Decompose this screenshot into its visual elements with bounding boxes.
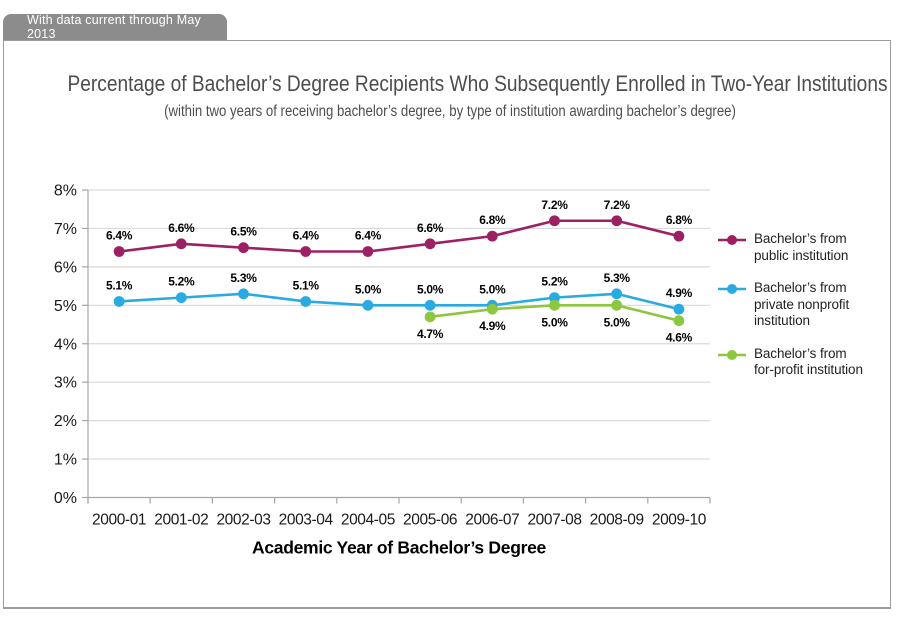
svg-text:Academic Year of Bachelor’s De: Academic Year of Bachelor’s Degree bbox=[252, 538, 546, 558]
svg-text:2005-06: 2005-06 bbox=[403, 512, 457, 529]
svg-text:6.5%: 6.5% bbox=[230, 225, 257, 239]
banner-tab: With data current through May 2013 bbox=[3, 13, 227, 41]
svg-text:5.1%: 5.1% bbox=[106, 278, 133, 292]
svg-text:3%: 3% bbox=[54, 375, 77, 392]
svg-text:8%: 8% bbox=[54, 183, 77, 200]
svg-text:7%: 7% bbox=[54, 221, 77, 238]
svg-text:6.6%: 6.6% bbox=[168, 221, 195, 235]
svg-text:2001-02: 2001-02 bbox=[154, 512, 208, 529]
svg-text:5.0%: 5.0% bbox=[479, 282, 506, 296]
svg-text:5%: 5% bbox=[54, 298, 77, 315]
svg-text:5.0%: 5.0% bbox=[604, 315, 631, 329]
svg-text:5.2%: 5.2% bbox=[541, 275, 568, 289]
legend-item-public: Bachelor’s from public institution bbox=[718, 231, 886, 264]
svg-text:6.4%: 6.4% bbox=[293, 229, 320, 243]
svg-text:5.3%: 5.3% bbox=[230, 271, 257, 285]
legend-label-for-profit: Bachelor’s from for-profit institution bbox=[754, 345, 863, 378]
svg-text:7.2%: 7.2% bbox=[604, 198, 631, 212]
svg-text:5.1%: 5.1% bbox=[293, 278, 320, 292]
legend-label-private-nonprofit: Bachelor’s from private nonprofit instit… bbox=[754, 280, 850, 328]
svg-text:2008-09: 2008-09 bbox=[590, 512, 644, 529]
svg-text:2000-01: 2000-01 bbox=[92, 512, 146, 529]
svg-text:6.4%: 6.4% bbox=[106, 229, 133, 243]
svg-text:5.2%: 5.2% bbox=[168, 275, 195, 289]
legend-marker-private-nonprofit-icon bbox=[718, 284, 746, 294]
svg-text:7.2%: 7.2% bbox=[541, 198, 568, 212]
svg-text:2007-08: 2007-08 bbox=[527, 512, 581, 529]
svg-text:2006-07: 2006-07 bbox=[465, 512, 519, 529]
svg-text:4%: 4% bbox=[54, 336, 77, 353]
svg-text:6.6%: 6.6% bbox=[417, 221, 444, 235]
chart-subtitle: (within two years of receiving bachelor’… bbox=[164, 103, 736, 120]
svg-text:2002-03: 2002-03 bbox=[216, 512, 270, 529]
svg-text:2003-04: 2003-04 bbox=[279, 512, 334, 529]
legend-marker-for-profit-icon bbox=[718, 349, 746, 360]
report-panel bbox=[3, 40, 891, 609]
svg-text:2%: 2% bbox=[54, 413, 77, 430]
svg-text:5.0%: 5.0% bbox=[541, 315, 568, 329]
svg-text:6.8%: 6.8% bbox=[666, 213, 693, 227]
svg-text:6.8%: 6.8% bbox=[479, 213, 506, 227]
svg-text:4.6%: 4.6% bbox=[666, 331, 693, 345]
svg-text:2009-10: 2009-10 bbox=[652, 512, 707, 529]
svg-text:4.9%: 4.9% bbox=[666, 286, 693, 300]
legend-marker-public-icon bbox=[718, 235, 746, 245]
svg-text:1%: 1% bbox=[54, 452, 77, 469]
chart-legend: Bachelor’s from public institution Bache… bbox=[718, 231, 886, 395]
svg-text:5.3%: 5.3% bbox=[604, 271, 631, 285]
svg-text:4.9%: 4.9% bbox=[479, 319, 506, 333]
legend-item-for-profit: Bachelor’s from for-profit institution bbox=[718, 346, 886, 379]
svg-text:5.0%: 5.0% bbox=[355, 282, 382, 296]
svg-text:5.0%: 5.0% bbox=[417, 282, 444, 296]
chart-title: Percentage of Bachelor’s Degree Recipien… bbox=[67, 71, 888, 96]
svg-text:4.7%: 4.7% bbox=[417, 327, 444, 341]
banner-text: With data current through May 2013 bbox=[27, 13, 201, 41]
line-chart: 0% 1% 2% 3% 4% 5% 6% 7% 8% 2000-01 2001-02 2002-03 2… bbox=[54, 183, 711, 558]
legend-item-private-nonprofit: Bachelor’s from private nonprofit instit… bbox=[718, 280, 886, 330]
svg-text:0%: 0% bbox=[54, 490, 77, 507]
legend-label-public: Bachelor’s from public institution bbox=[754, 231, 849, 263]
svg-text:6%: 6% bbox=[54, 259, 77, 276]
svg-text:6.4%: 6.4% bbox=[355, 229, 382, 243]
svg-text:2004-05: 2004-05 bbox=[341, 512, 395, 529]
